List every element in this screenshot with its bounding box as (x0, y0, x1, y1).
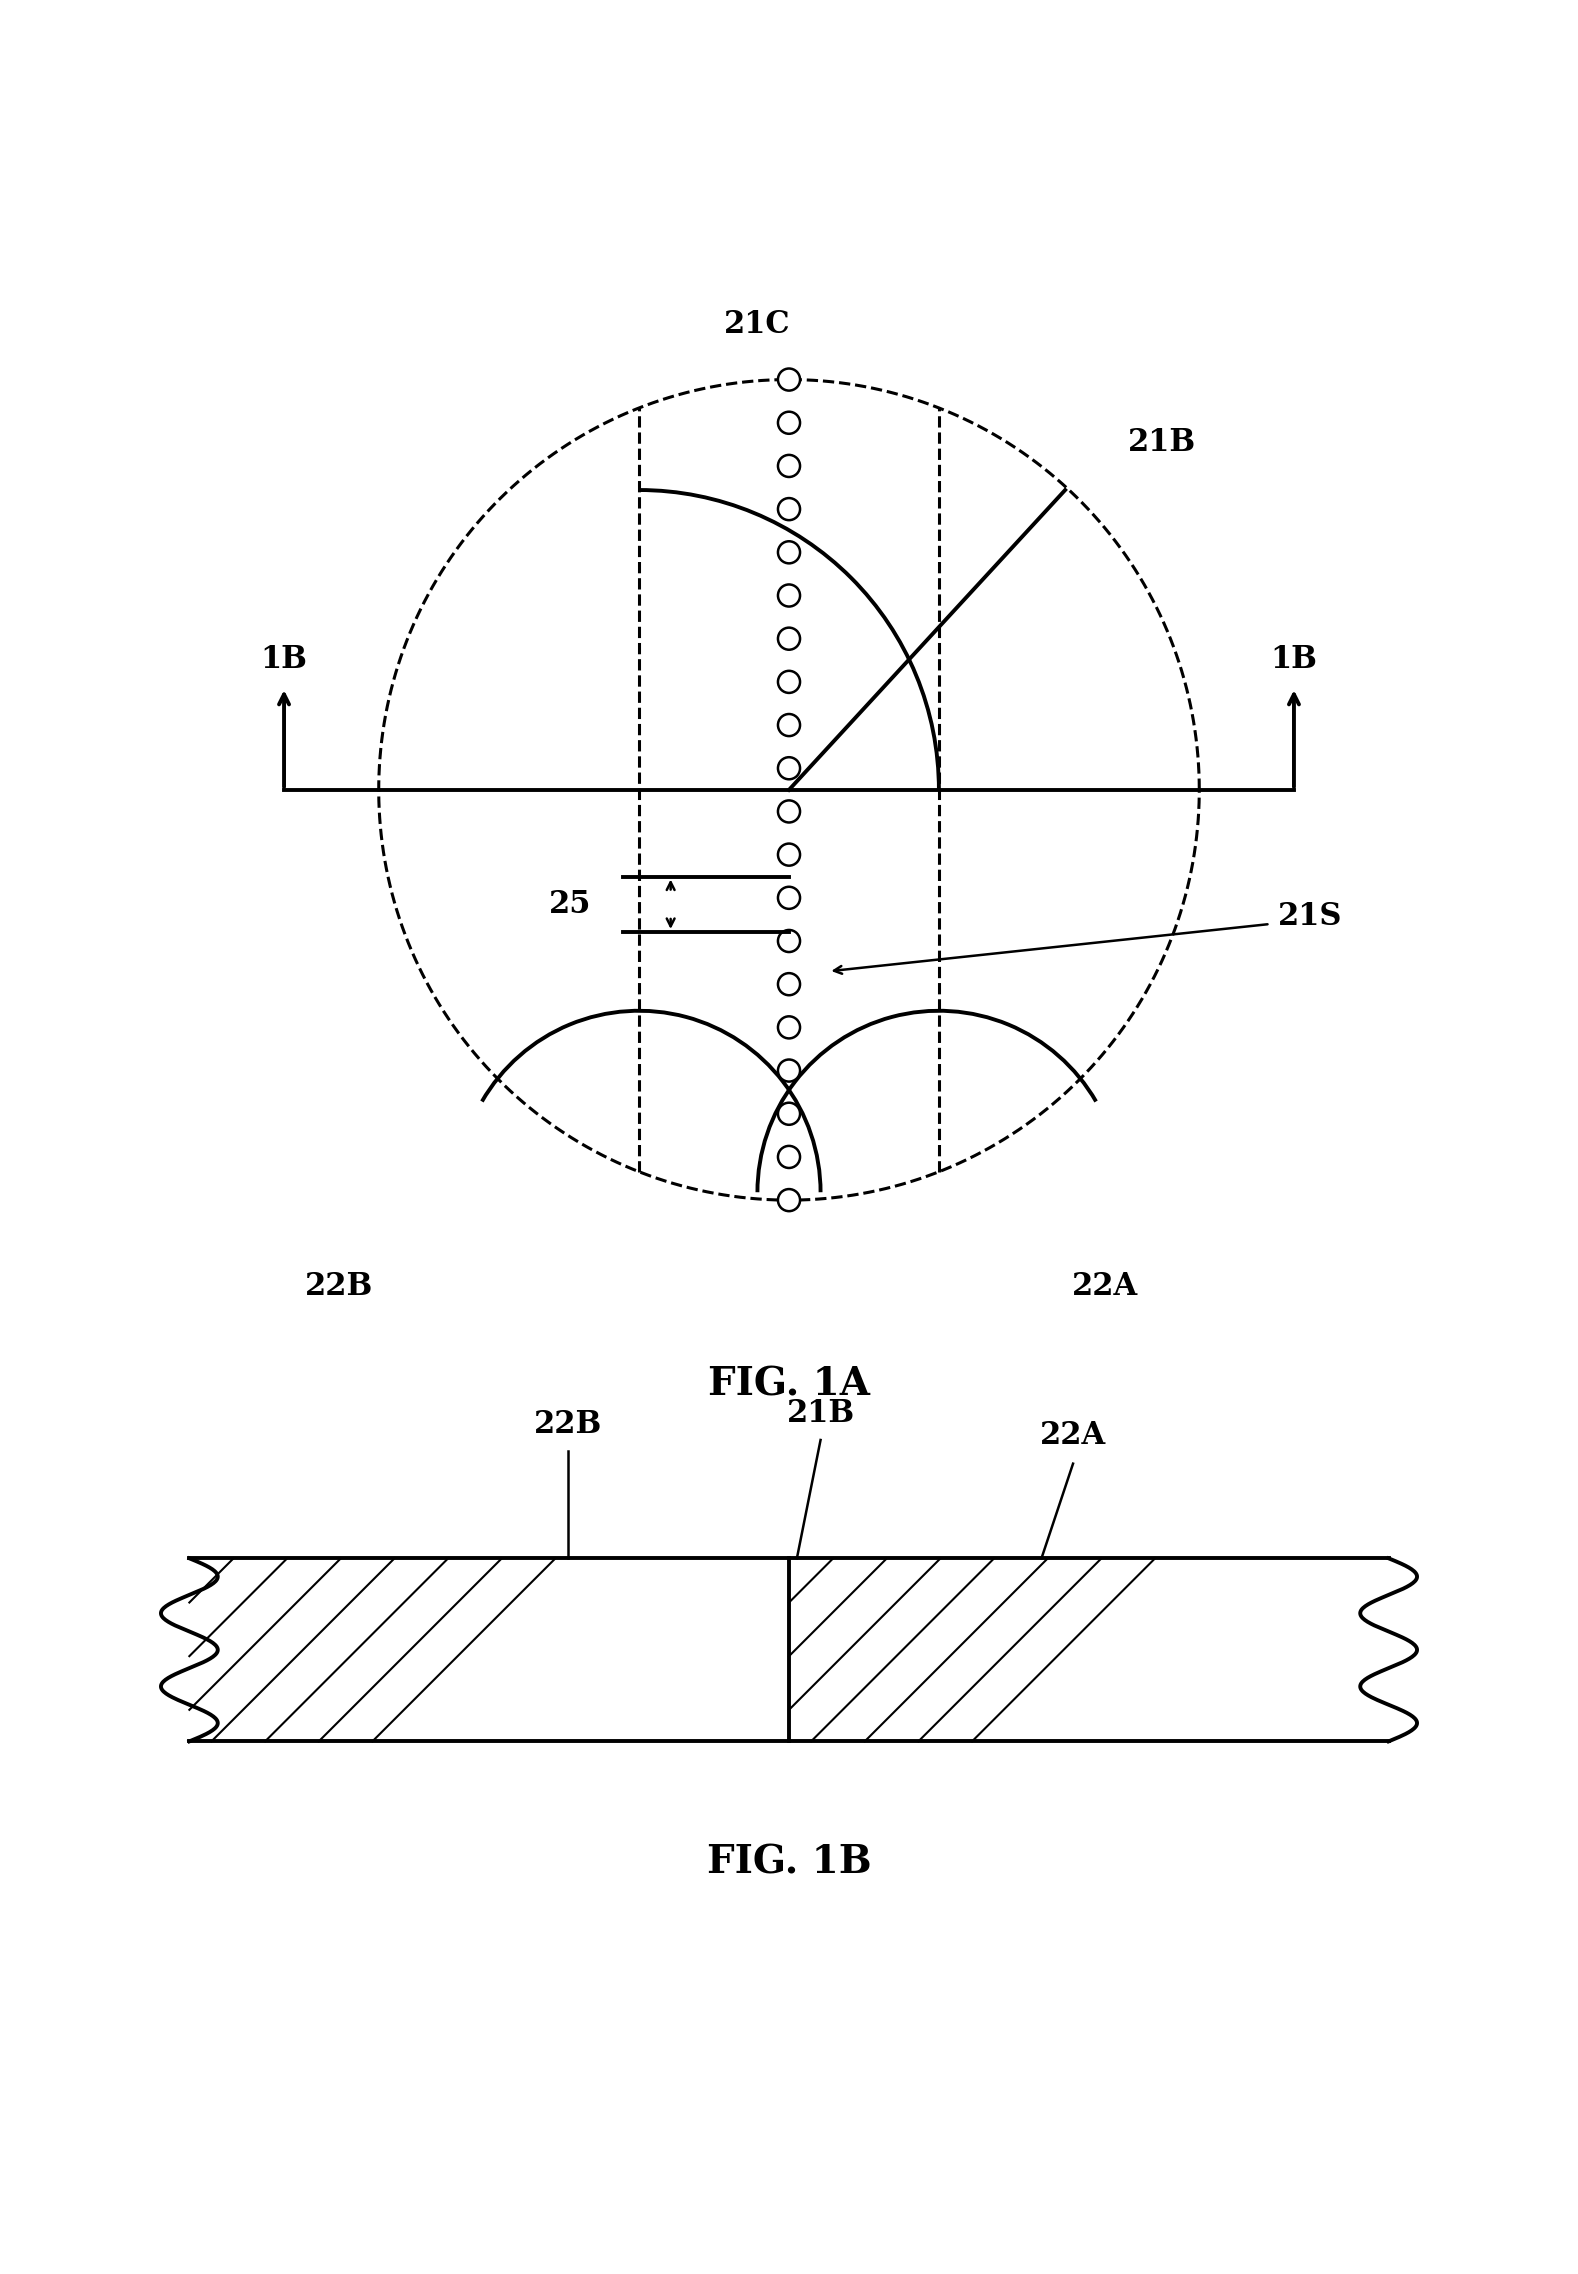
Text: 22A: 22A (1071, 1271, 1138, 1303)
Circle shape (778, 714, 800, 737)
Circle shape (778, 1103, 800, 1126)
Text: FIG. 1B: FIG. 1B (707, 1844, 871, 1883)
Circle shape (778, 973, 800, 996)
Text: 22B: 22B (533, 1410, 603, 1439)
Circle shape (778, 628, 800, 650)
Circle shape (778, 671, 800, 694)
Circle shape (778, 757, 800, 780)
Circle shape (778, 541, 800, 564)
Circle shape (778, 800, 800, 823)
Circle shape (778, 1146, 800, 1169)
Text: 22B: 22B (305, 1271, 374, 1303)
Text: 25: 25 (549, 889, 592, 919)
Text: 21S: 21S (1278, 901, 1343, 932)
Circle shape (778, 498, 800, 521)
Circle shape (778, 887, 800, 910)
Circle shape (778, 455, 800, 478)
Text: 21B: 21B (1128, 428, 1196, 457)
Circle shape (778, 1060, 800, 1082)
Text: 22A: 22A (1040, 1419, 1106, 1451)
Text: 21C: 21C (724, 309, 791, 341)
Text: 21B: 21B (786, 1399, 855, 1428)
Circle shape (778, 1189, 800, 1212)
Circle shape (778, 412, 800, 434)
Circle shape (778, 844, 800, 866)
Text: 1B: 1B (1270, 644, 1318, 675)
Text: 1B: 1B (260, 644, 308, 675)
Text: FIG. 1A: FIG. 1A (709, 1367, 869, 1403)
Circle shape (778, 930, 800, 953)
Circle shape (778, 584, 800, 607)
Circle shape (778, 1016, 800, 1039)
Circle shape (778, 368, 800, 391)
